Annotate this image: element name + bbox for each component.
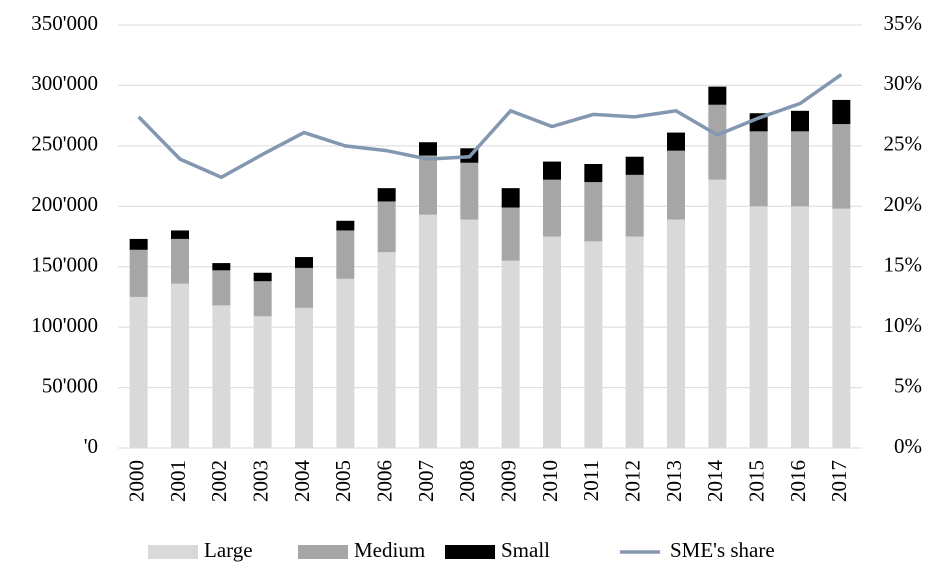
bar-segment: [501, 260, 520, 448]
bar-segment: [253, 316, 272, 448]
bar-segment: [171, 283, 189, 448]
y-tick-label: 300'000: [31, 71, 98, 95]
bar-segment: [584, 182, 603, 242]
legend-swatch: [298, 545, 348, 559]
y2-tick-label: 25%: [884, 132, 923, 156]
bar-segment: [129, 296, 148, 448]
x-tick-label: 2002: [207, 460, 231, 502]
bar-segment: [336, 278, 355, 448]
bar-segment: [584, 163, 603, 183]
bar-segment: [253, 272, 272, 282]
x-tick-label: 2004: [290, 460, 314, 503]
bar-segment: [543, 236, 561, 448]
bar-segment: [501, 188, 520, 208]
x-tick-label: 2011: [579, 460, 603, 501]
bar-segment: [129, 249, 148, 297]
legend-swatch: [148, 545, 198, 559]
x-tick-label: 2012: [620, 460, 644, 502]
bar-segment: [377, 201, 396, 253]
y2-tick-label: 35%: [884, 11, 923, 35]
x-tick-label: 2003: [248, 460, 272, 502]
bar-segment: [377, 252, 396, 448]
legend-label: Large: [204, 538, 253, 562]
bar-segment: [625, 174, 644, 237]
bar-segment: [212, 305, 231, 448]
bar-segment: [791, 110, 809, 132]
bar-segment: [336, 220, 355, 231]
bar-segment: [708, 104, 727, 180]
bar-segment: [171, 230, 189, 239]
bar-segment: [791, 206, 809, 448]
y-tick-label: 100'000: [31, 313, 98, 337]
x-tick-label: 2007: [414, 460, 438, 502]
x-tick-label: 2006: [372, 460, 396, 502]
bar-segment: [253, 281, 272, 317]
x-tick-label: 2014: [703, 460, 727, 503]
legend-label: SME's share: [670, 538, 775, 562]
bar-segment: [377, 188, 396, 202]
x-tick-label: 2017: [827, 460, 851, 502]
x-tick-label: 2009: [496, 460, 520, 502]
bar-segment: [171, 238, 189, 284]
legend-label: Medium: [354, 538, 425, 562]
x-tick-label: 2010: [538, 460, 562, 502]
legend-label: Small: [501, 538, 550, 562]
bar-segment: [749, 131, 768, 207]
bar-segment: [791, 131, 809, 207]
bar-segment: [419, 155, 437, 215]
y-tick-label: 200'000: [31, 192, 98, 216]
bar-segment: [749, 206, 768, 448]
x-tick-label: 2001: [166, 460, 190, 502]
x-tick-label: 2000: [124, 460, 148, 502]
bar-segment: [543, 179, 561, 237]
bar-segment: [295, 257, 313, 268]
bar-segment: [832, 99, 851, 125]
y2-tick-label: 10%: [884, 313, 923, 337]
x-tick-label: 2008: [455, 460, 479, 502]
y2-tick-label: 30%: [884, 71, 923, 95]
bar-segment: [832, 208, 851, 448]
bar-segment: [460, 219, 479, 448]
bar-segment: [419, 142, 437, 156]
y-tick-label: 350'000: [31, 11, 98, 35]
bar-segment: [501, 207, 520, 261]
bar-segment: [543, 161, 561, 180]
bar-segment: [584, 241, 603, 448]
y-tick-label: 150'000: [31, 253, 98, 277]
y-tick-label: 250'000: [31, 132, 98, 156]
y2-tick-label: 20%: [884, 192, 923, 216]
bar-segment: [460, 162, 479, 220]
bar-segment: [419, 214, 437, 448]
y-tick-label: '0: [84, 434, 98, 458]
bar-segment: [295, 267, 313, 308]
bar-segment: [832, 124, 851, 209]
bar-segment: [667, 150, 685, 220]
y2-tick-label: 0%: [894, 434, 922, 458]
bar-segment: [129, 238, 148, 250]
bar-segment: [295, 307, 313, 448]
bar-segment: [667, 132, 685, 151]
bar-segment: [336, 230, 355, 279]
y2-tick-label: 5%: [894, 373, 922, 397]
legend-swatch: [445, 545, 495, 559]
bar-segment: [212, 263, 231, 271]
bar-segment: [212, 270, 231, 306]
bar-segment: [625, 156, 644, 175]
bar-segment: [708, 86, 727, 105]
x-tick-label: 2015: [744, 460, 768, 502]
y2-tick-label: 15%: [884, 253, 923, 277]
y-tick-label: 50'000: [42, 373, 98, 397]
x-tick-label: 2013: [662, 460, 686, 502]
bar-segment: [625, 236, 644, 448]
x-tick-label: 2016: [786, 460, 810, 502]
bar-segment: [667, 219, 685, 448]
x-tick-label: 2005: [331, 460, 355, 502]
line: [137, 73, 843, 180]
bar-segment: [708, 179, 727, 448]
